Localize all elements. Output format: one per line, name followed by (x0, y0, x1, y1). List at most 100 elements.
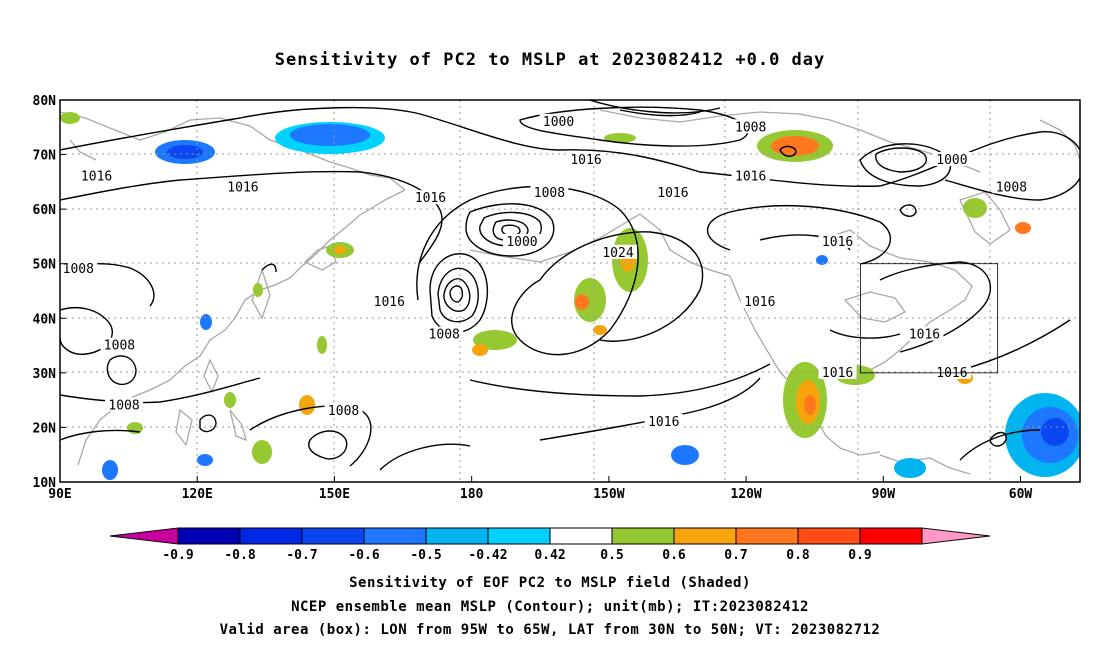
contour-label-bg (992, 179, 1031, 194)
lon-tick-label: 60W (1009, 487, 1033, 502)
contour-label: 1016 (909, 328, 940, 343)
contour-label: 1024 (602, 246, 633, 261)
colorbar-segment (611, 527, 675, 545)
contour-label-bg (502, 233, 541, 248)
colorbar-segment (425, 527, 489, 545)
colorbar-label: -0.8 (224, 548, 255, 563)
lon-tick-label: 150W (593, 487, 624, 502)
contour-label-bg (370, 293, 409, 308)
contour-label: 1016 (822, 235, 853, 250)
contour-label-bg (653, 184, 692, 199)
lat-tick-label: 20N (33, 421, 57, 436)
colorbar-label: 0.5 (600, 548, 623, 563)
colorbar-segment (109, 527, 179, 545)
lat-tick-label: 40N (33, 312, 57, 327)
lat-tick-label: 10N (33, 476, 57, 491)
colorbar-label: 0.42 (534, 548, 565, 563)
colorbar-segment (859, 527, 923, 545)
colorbar-label: -0.5 (410, 548, 441, 563)
chart-title: Sensitivity of PC2 to MSLP at 2023082412… (274, 50, 826, 70)
contour-label: 1016 (936, 366, 967, 381)
contour-label: 1008 (63, 262, 94, 277)
contour-label: 1008 (534, 186, 565, 201)
lon-tick-label: 150E (319, 487, 350, 502)
lat-tick-label: 80N (33, 94, 57, 109)
colorbar-segment (487, 527, 551, 545)
colorbar-label: 0.9 (848, 548, 871, 563)
valid-area-box (860, 263, 999, 374)
contour-label-bg (932, 152, 971, 167)
colorbar-segment (301, 527, 365, 545)
contour-label: 1008 (108, 399, 139, 414)
contour-label: 1016 (735, 169, 766, 184)
colorbar-segment (177, 527, 241, 545)
lon-axis: 90E 120E 150E 180 150W 120W 90W 60W (48, 476, 1032, 502)
contour-label: 1016 (227, 180, 258, 195)
colorbar-segment (549, 527, 613, 545)
colorbar-segment (363, 527, 427, 545)
contour-label: 1008 (429, 328, 460, 343)
contour-label-bg (567, 152, 606, 167)
contour-label: 1016 (81, 169, 112, 184)
contour-label: 1008 (996, 180, 1027, 195)
colorbar-segment (239, 527, 303, 545)
contour-label-bg (740, 293, 779, 308)
contour-labels: 1000 1008 1016 1016 1016 1016 1008 1016 1016 1000… (60, 113, 1031, 430)
lon-tick-label: 90W (872, 487, 896, 502)
colorbar-label: -0.7 (286, 548, 317, 563)
contour-label-bg (100, 337, 139, 352)
contour-label: 1016 (744, 295, 775, 310)
caption-contour: NCEP ensemble mean MSLP (Contour); unit(… (291, 599, 809, 615)
contour-label-bg (324, 403, 363, 418)
colorbar-label: -0.42 (468, 548, 507, 563)
lon-tick-label: 90E (48, 487, 71, 502)
colorbar-segment (735, 527, 799, 545)
contour-label: 1016 (822, 366, 853, 381)
contour-label-bg (411, 190, 450, 205)
lat-tick-label: 60N (33, 203, 57, 218)
contour-label: 1016 (657, 186, 688, 201)
contour-label-bg (60, 261, 98, 276)
lon-tick-label: 120E (182, 487, 213, 502)
colorbar-label: -0.9 (162, 548, 193, 563)
lon-tick-label: 120W (730, 487, 761, 502)
map-frame (59, 99, 1081, 483)
colorbar-label: 0.7 (724, 548, 747, 563)
caption-shaded: Sensitivity of EOF PC2 to MSLP field (Sh… (349, 575, 751, 591)
contour-label-bg (932, 364, 971, 379)
contour-label-bg (599, 244, 638, 259)
caption-valid-area: Valid area (box): LON from 95W to 65W, L… (219, 622, 881, 638)
colorbar-segment (673, 527, 737, 545)
contour-label-bg (905, 326, 944, 341)
contour-label: 1016 (570, 153, 601, 168)
contour-label-bg (731, 168, 770, 183)
contour-label: 1000 (506, 235, 537, 250)
contour-label: 1016 (648, 415, 679, 430)
contour-label: 1008 (735, 120, 766, 135)
contour-label: 1008 (328, 404, 359, 419)
contour-label-bg (731, 119, 770, 134)
lat-tick-label: 30N (33, 367, 57, 382)
colorbar-segment (921, 527, 991, 545)
contour-label-bg (425, 326, 464, 341)
contour-label-bg (818, 233, 857, 248)
contour-label-bg (644, 413, 683, 428)
contour-label-bg (105, 397, 144, 412)
contour-label-bg (77, 168, 116, 183)
contour-label-bg (223, 179, 262, 194)
colorbar-label: -0.6 (348, 548, 379, 563)
contour-label: 1016 (415, 191, 446, 206)
colorbar-label: 0.6 (662, 548, 686, 563)
contour-label: 1000 (543, 115, 574, 130)
lat-tick-label: 50N (33, 258, 57, 273)
colorbar: -0.9 -0.8 -0.7 -0.6 -0.5 -0.42 0.42 0.5 0.6 0.7 0.… (109, 527, 991, 563)
contour-label-bg (530, 184, 569, 199)
colorbar-segment (797, 527, 861, 545)
contour-label-bg (539, 113, 578, 128)
contour-label-bg (818, 364, 857, 379)
lon-tick-label: 180 (460, 487, 484, 502)
sensitivity-shading (60, 112, 1080, 480)
contour-label: 1016 (374, 295, 405, 310)
colorbar-label: 0.8 (786, 548, 810, 563)
